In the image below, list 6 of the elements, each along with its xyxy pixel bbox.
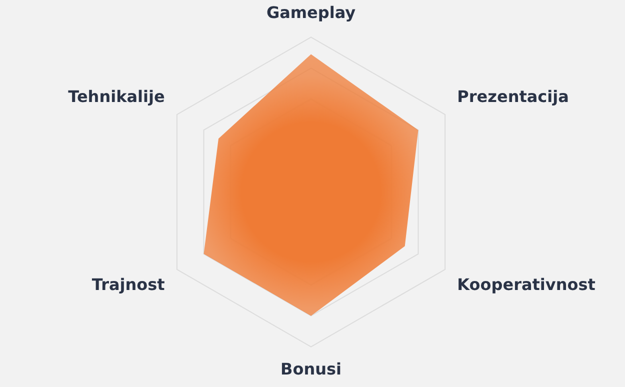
- spoke-label: Trajnost: [92, 275, 166, 294]
- spoke-label: Kooperativnost: [457, 275, 596, 294]
- spoke-label: Prezentacija: [457, 87, 569, 106]
- spoke-label: Tehnikalije: [68, 87, 165, 106]
- spoke-label: Bonusi: [280, 360, 342, 379]
- spoke-label: Gameplay: [266, 2, 356, 22]
